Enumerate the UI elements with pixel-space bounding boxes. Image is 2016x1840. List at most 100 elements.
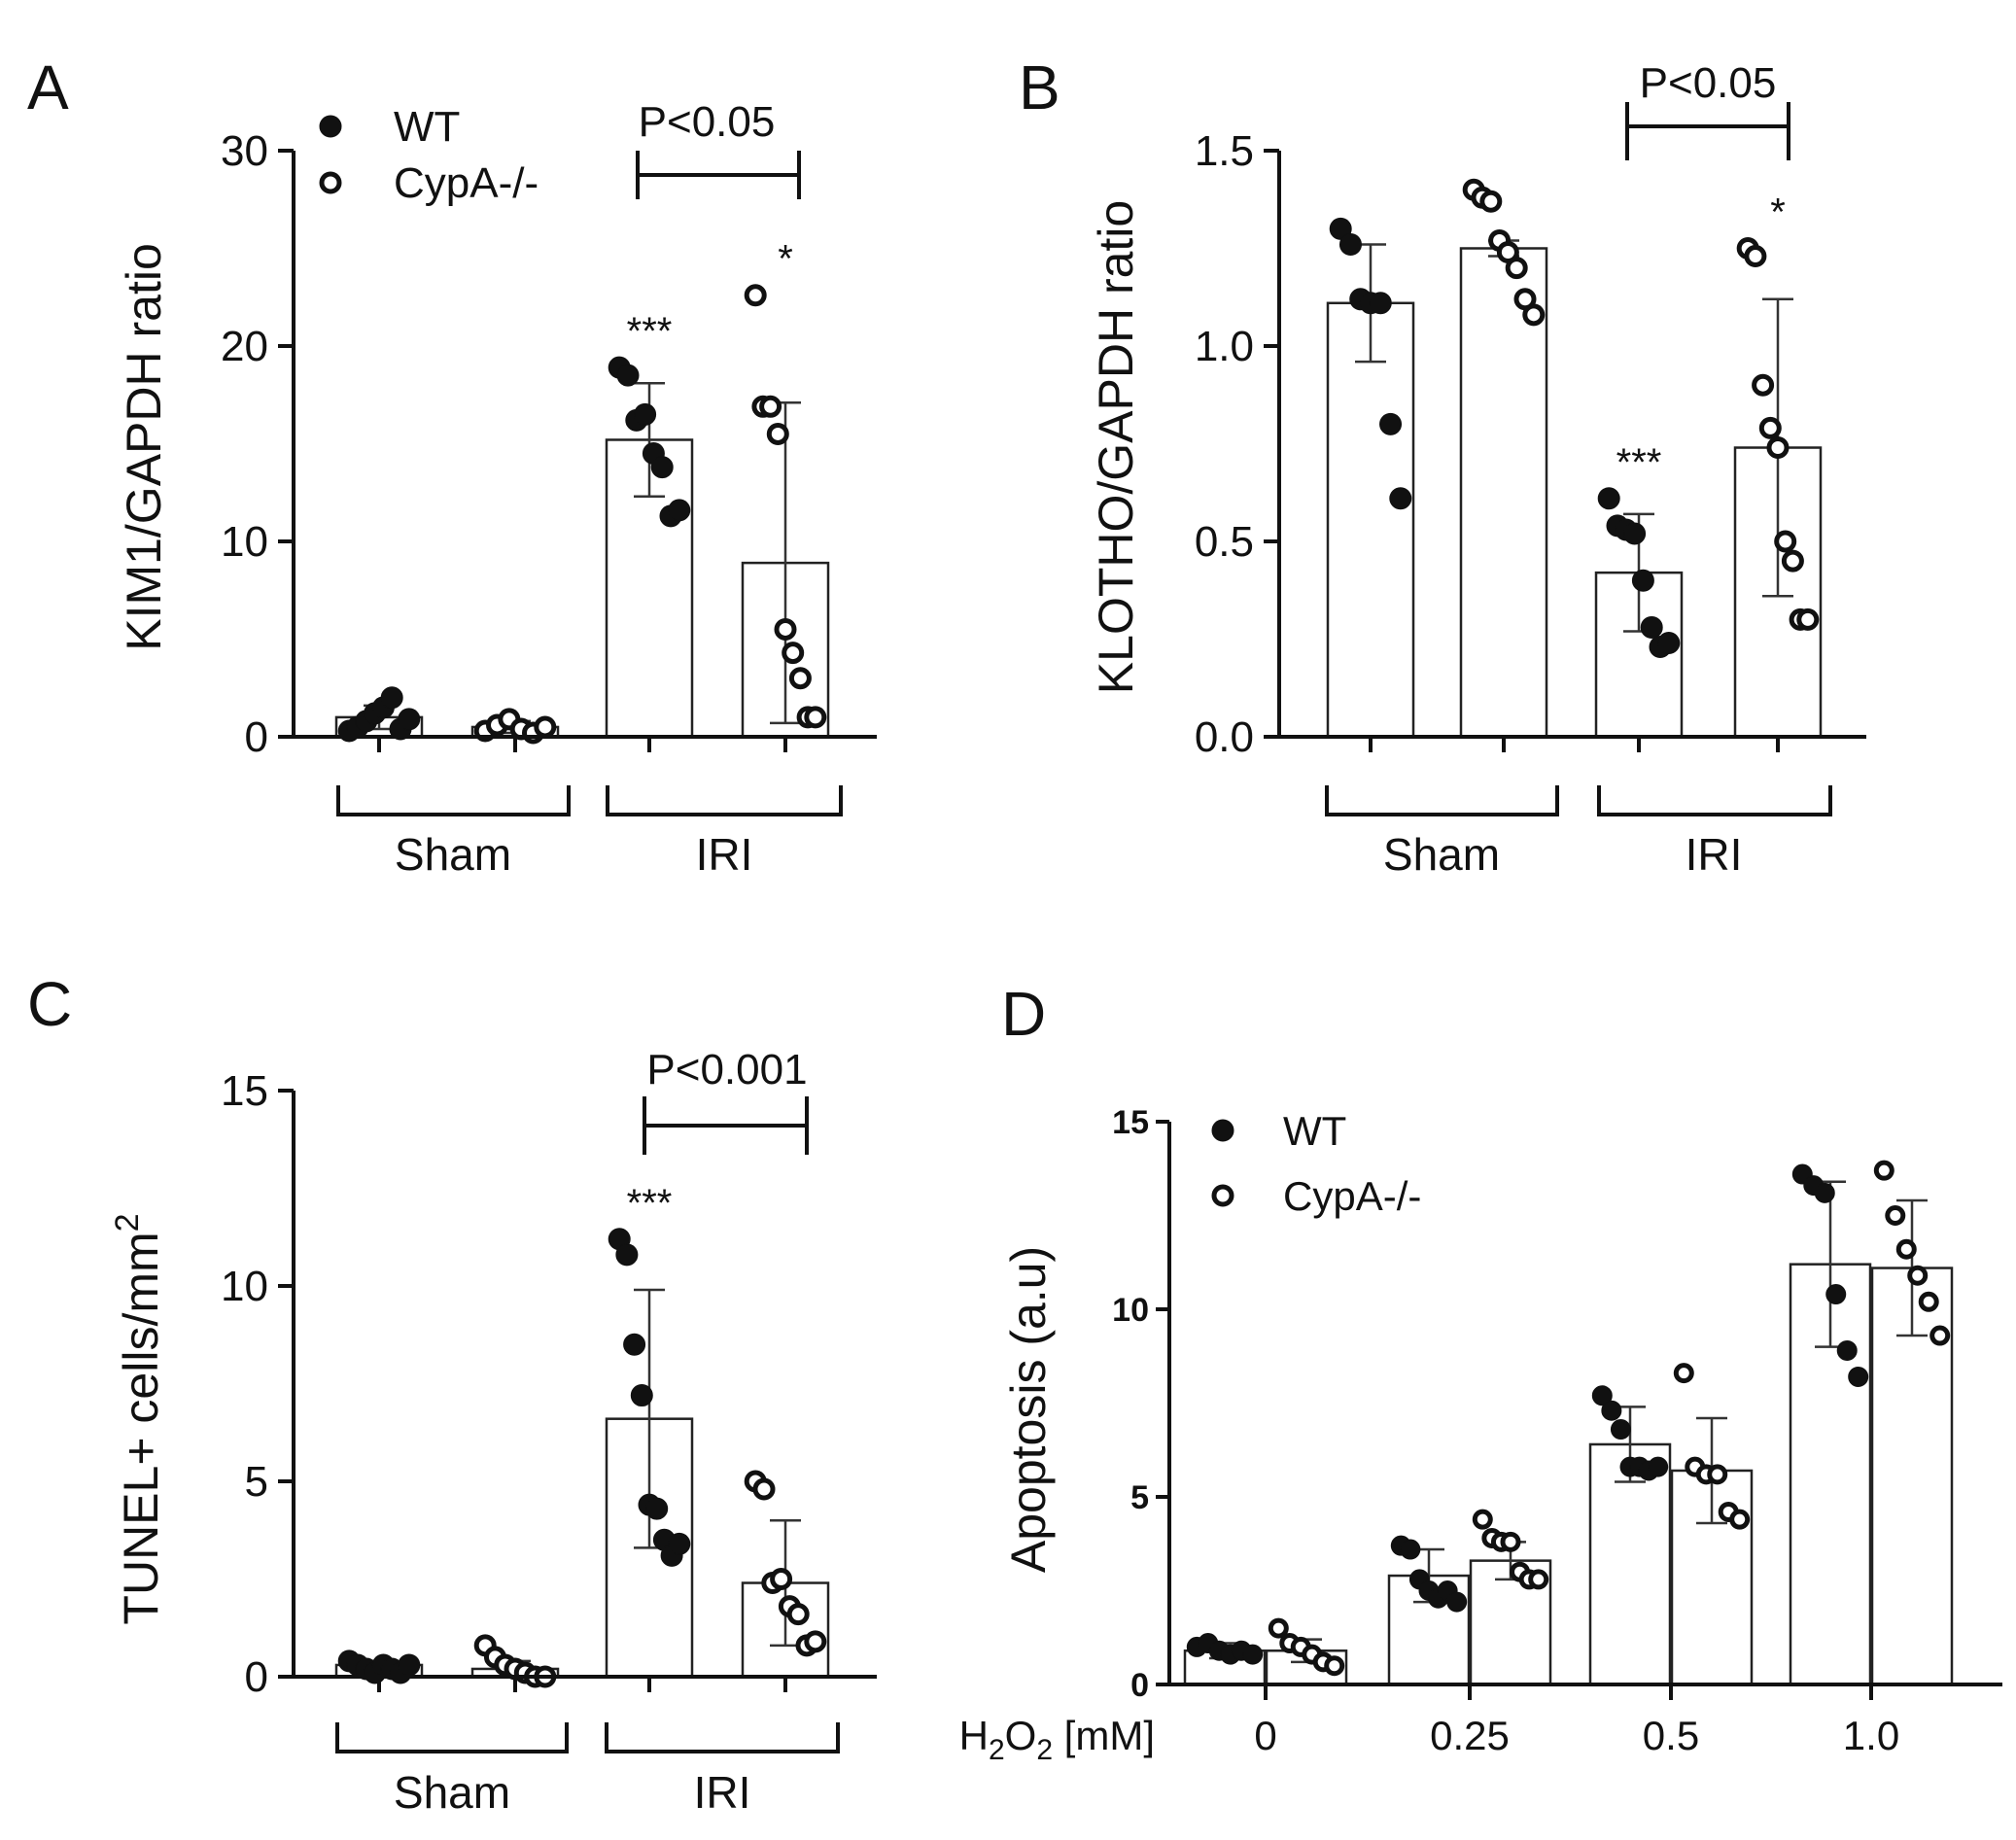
panel-c-dots: ***	[337, 1182, 827, 1688]
panel-a-point-iri-cypa-ko	[782, 642, 805, 665]
panel-d-bar-0-5-wt	[1588, 1442, 1672, 1686]
panel-b-group-sham: Sham	[1383, 829, 1500, 880]
panel-c-xaxis	[294, 1675, 877, 1692]
panel-b-point-sham-cypa-ko	[1505, 257, 1528, 280]
panel-b-point-sham-wt	[1389, 487, 1412, 510]
panel-a-letter: A	[27, 52, 69, 122]
panel-b-ytick-0-5: 0.5	[1195, 518, 1254, 566]
panel-c-point-iri-wt	[645, 1497, 669, 1520]
panel-a-legend-wt: WT	[394, 103, 460, 151]
panel-b-letter: B	[1019, 52, 1060, 122]
panel-c-bars	[334, 1417, 830, 1679]
panel-d-point-0-25-cypa-ko	[1472, 1509, 1493, 1530]
panel-b-group-iri: IRI	[1686, 829, 1743, 880]
panel-b-point-iri-wt	[1657, 632, 1681, 655]
panel-a-point-iri-cypa-ko	[759, 395, 782, 418]
panel-d-legend-wt: WT	[1283, 1108, 1346, 1154]
panel-a-point-iri-wt	[650, 456, 674, 479]
panel-b-ylabel: KLOTHO/GAPDH ratio	[1089, 200, 1143, 694]
panel-d-point-0-25-cypa-ko	[1500, 1531, 1521, 1552]
panel-c-pvalue: P<0.001	[646, 1046, 807, 1094]
panel-b: B KLOTHO/GAPDH ratio 1.5 1.0 0.5 0.0 ***…	[1019, 52, 1866, 880]
panel-c-ytick-5: 5	[245, 1458, 268, 1506]
panel-b-errorbars	[1355, 239, 1793, 633]
panel-a-bars	[334, 438, 830, 739]
panel-c-point-iri-cypa-ko	[770, 1568, 793, 1590]
panel-b-point-sham-wt	[1369, 292, 1392, 315]
panel-b-point-sham-wt	[1338, 232, 1362, 256]
panel-d: D Apoptosis (a.u) 15 10 5 0 0 0.25 0.5 1…	[959, 979, 2002, 1766]
panel-d-point-0-cypa-ko	[1324, 1655, 1345, 1677]
panel-b-point-iri-wt	[1623, 522, 1647, 545]
panel-b-point-iri-wt	[1640, 615, 1663, 639]
panel-b-significance-iri-wt: ***	[1616, 441, 1662, 484]
panel-a-point-sham-wt	[380, 686, 403, 710]
panel-d-legend: WT CypA-/-	[1211, 1108, 1421, 1219]
panel-d-point-1-0-wt	[1825, 1284, 1847, 1305]
panel-c-point-iri-cypa-ko	[752, 1477, 776, 1501]
panel-c-point-iri-cypa-ko	[804, 1630, 827, 1653]
panel-d-point-1-0-wt	[1814, 1182, 1835, 1203]
panel-b-point-iri-cypa-ko	[1796, 608, 1820, 631]
panel-d-xlabel-sub1: 2	[989, 1734, 1005, 1766]
panel-c-ytick-15: 15	[221, 1067, 268, 1115]
panel-b-ytick-1-0: 1.0	[1195, 323, 1254, 370]
panel-c-letter: C	[27, 969, 72, 1039]
panel-a-legend-ko: CypA-/-	[394, 159, 539, 207]
panel-b-point-sham-cypa-ko	[1522, 303, 1546, 327]
panel-d-xtick-0-25: 0.25	[1430, 1713, 1510, 1758]
panel-b-pvalue: P<0.05	[1640, 59, 1777, 107]
panel-c-point-iri-wt	[668, 1532, 691, 1555]
panel-d-ytick-10: 10	[1112, 1292, 1149, 1329]
panel-d-point-0-wt	[1242, 1644, 1264, 1665]
panel-d-xlabel-sub2: 2	[1036, 1734, 1053, 1766]
panel-b-point-sham-cypa-ko	[1479, 190, 1503, 213]
panel-c-ylabel: TUNEL+ cells/mm2	[109, 1213, 168, 1624]
panel-d-xtick-0-5: 0.5	[1643, 1713, 1699, 1758]
panel-b-point-iri-wt	[1631, 569, 1654, 592]
panel-c-group-brackets: Sham IRI	[335, 1722, 840, 1818]
panel-a-significance-iri-cypa-ko: *	[778, 238, 793, 281]
panel-c-point-sham-wt	[398, 1653, 421, 1677]
panel-a-dots: ****	[337, 238, 827, 745]
panel-a-point-sham-cypa-ko	[534, 715, 557, 739]
panel-d-point-0-5-cypa-ko	[1707, 1464, 1728, 1485]
panel-a-point-sham-wt	[398, 708, 421, 731]
panel-a-point-iri-cypa-ko	[774, 617, 797, 641]
panel-a-point-iri-cypa-ko	[788, 667, 812, 690]
panel-b-point-sham-wt	[1379, 412, 1403, 435]
panel-b-point-iri-cypa-ko	[1766, 436, 1790, 460]
panel-d-ytick-0: 0	[1130, 1667, 1149, 1704]
panel-d-point-0-5-cypa-ko	[1673, 1363, 1694, 1384]
panel-d-point-0-5-cypa-ko	[1729, 1509, 1751, 1530]
panel-d-legend-ko-marker	[1211, 1184, 1234, 1207]
panel-b-ytick-0-0: 0.0	[1195, 713, 1254, 761]
panel-c-group-iri: IRI	[694, 1767, 751, 1818]
panel-b-point-iri-cypa-ko	[1752, 373, 1775, 397]
panel-c-point-iri-wt	[630, 1384, 653, 1407]
panel-a-point-iri-cypa-ko	[766, 422, 789, 445]
panel-a-legend-ko-marker	[319, 171, 342, 194]
panel-c-ylabel-superscript: 2	[109, 1213, 146, 1232]
panel-d-point-0-5-wt	[1591, 1385, 1613, 1406]
panel-b-comparison: P<0.05	[1625, 59, 1790, 160]
panel-d-point-1-0-cypa-ko	[1885, 1205, 1906, 1226]
panel-d-xlabel-unit: [mM]	[1053, 1713, 1155, 1758]
panel-a-group-brackets: Sham IRI	[336, 785, 843, 880]
panel-b-significance-iri-cypa-ko: *	[1770, 191, 1786, 234]
panel-a-group-iri: IRI	[696, 829, 753, 880]
panel-d-point-1-0-wt	[1836, 1339, 1858, 1361]
panel-b-point-iri-cypa-ko	[1744, 245, 1767, 268]
panel-d-point-0-25-wt	[1400, 1539, 1421, 1560]
panel-c: C TUNEL+ cells/mm2 15 10 5 0 *** Sham	[27, 969, 877, 1818]
panel-a-comparison: P<0.05	[636, 98, 801, 199]
panel-b-dots: ****	[1329, 178, 1820, 659]
panel-a-ytick-30: 30	[221, 127, 268, 175]
panel-d-xlabel: H2O2 [mM]	[959, 1713, 1155, 1766]
panel-d-ytick-15: 15	[1112, 1104, 1149, 1141]
panel-a-point-iri-cypa-ko	[744, 284, 767, 307]
panel-d-point-1-0-cypa-ko	[1929, 1325, 1951, 1346]
panel-c-point-iri-wt	[615, 1243, 639, 1267]
panel-c-ytick-0: 0	[245, 1653, 268, 1701]
